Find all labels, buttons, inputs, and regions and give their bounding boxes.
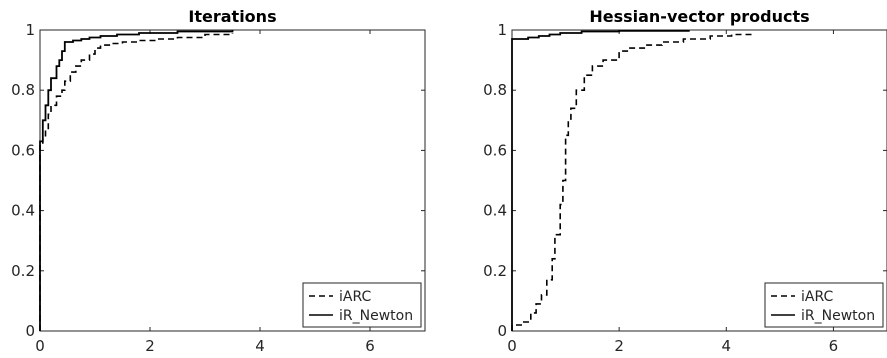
legend-label: iR_Newton	[339, 308, 413, 324]
y-tick-label: 0.4	[483, 202, 507, 220]
x-tick-label: 0	[35, 337, 45, 355]
x-tick-label: 2	[145, 337, 155, 355]
legend-label: iR_Newton	[801, 308, 875, 324]
x-tick-label: 6	[365, 337, 375, 355]
series-line-iarc	[511, 33, 754, 331]
y-tick-label: 0.6	[483, 141, 507, 159]
y-tick-label: 0	[497, 322, 507, 340]
x-tick-label: 0	[507, 337, 517, 355]
y-tick-label: 1	[497, 21, 507, 39]
y-tick-label: 0	[25, 322, 35, 340]
y-tick-label: 0.6	[11, 141, 35, 159]
series-line-ir-newton	[511, 30, 690, 331]
y-tick-label: 0.4	[11, 202, 35, 220]
x-tick-label: 6	[829, 337, 839, 355]
chart-title: Hessian-vector products	[589, 7, 809, 26]
y-tick-label: 0.8	[11, 81, 35, 99]
legend-label: iARC	[801, 289, 833, 305]
x-tick-label: 2	[614, 337, 624, 355]
hessian-vector-products-chart: Hessian-vector products 0 0.2 0.4 0.6 0.8 1 0 2 4…	[483, 7, 887, 355]
y-tick-label: 0.2	[11, 262, 35, 280]
y-tick-label: 0.2	[483, 262, 507, 280]
y-tick-label: 0.8	[483, 81, 507, 99]
legend-box	[302, 282, 422, 328]
legend-label: iARC	[339, 289, 371, 305]
chart-title: Iterations	[188, 7, 276, 26]
y-tick-label: 1	[25, 21, 35, 39]
legend-box	[764, 282, 884, 328]
series-line-iarc	[39, 33, 234, 331]
x-tick-label: 4	[722, 337, 732, 355]
series-line-ir-newton	[39, 30, 234, 331]
iterations-chart: Iterations 0 0.2 0.4 0.6 0.8 1 0 2 4 6 iARC iR_Newto…	[11, 7, 426, 355]
x-tick-label: 4	[255, 337, 265, 355]
